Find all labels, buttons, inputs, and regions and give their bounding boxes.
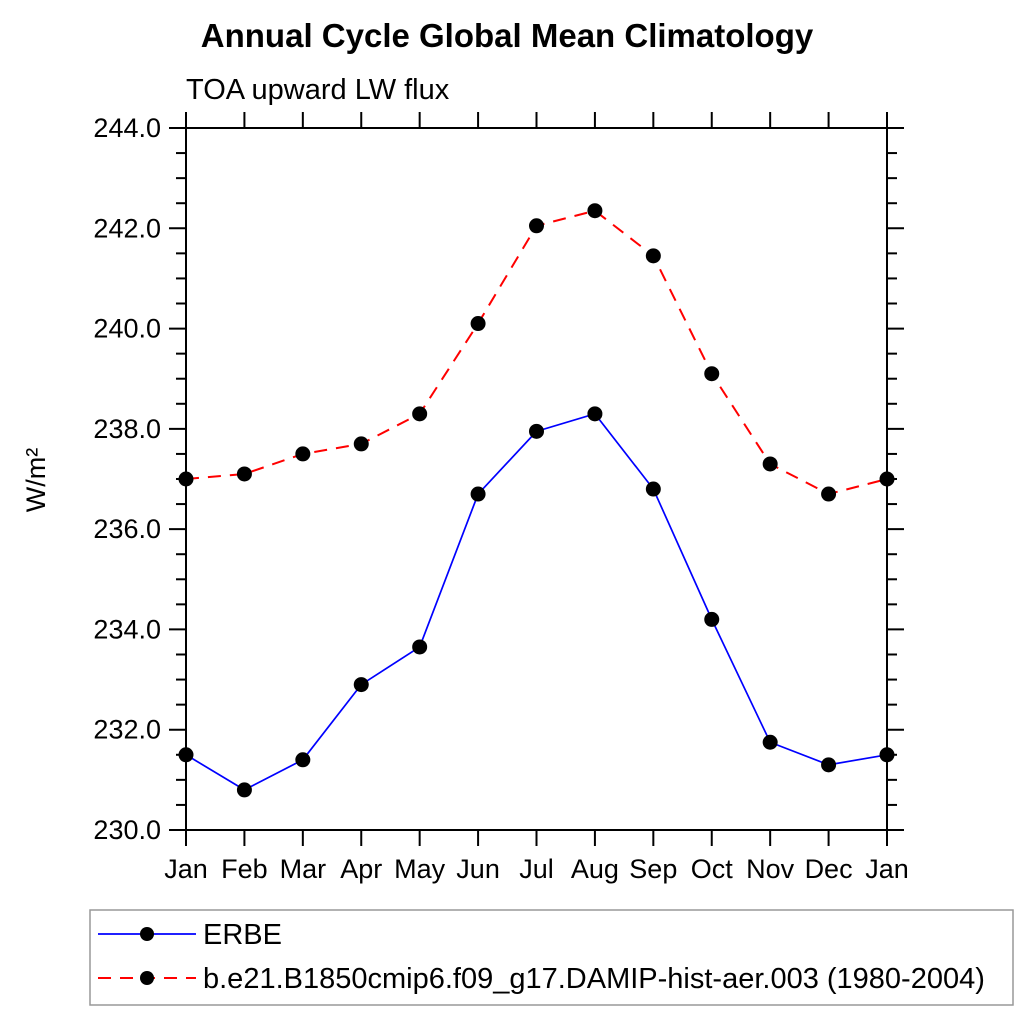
x-tick-label: Sep: [629, 854, 677, 884]
x-tick-label: Oct: [691, 854, 734, 884]
data-point-marker: [295, 446, 311, 462]
legend-label: b.e21.B1850cmip6.f09_g17.DAMIP-hist-aer.…: [203, 963, 985, 995]
plot-frame: [185, 127, 888, 831]
data-point-marker: [529, 218, 544, 234]
data-point-marker: [587, 406, 603, 422]
data-point-marker: [295, 752, 311, 768]
x-tick-label: Aug: [571, 854, 619, 884]
x-tick-label: Jul: [519, 854, 554, 884]
x-tick-label: Mar: [280, 854, 327, 884]
x-tick-label: Jun: [456, 854, 500, 884]
data-point-marker: [529, 423, 544, 439]
chart-title: Annual Cycle Global Mean Climatology: [201, 17, 814, 54]
y-tick-label: 244.0: [93, 113, 161, 143]
y-tick-label: 236.0: [93, 514, 161, 544]
y-tick-label: 230.0: [93, 815, 161, 845]
data-point-marker: [470, 316, 486, 332]
chart-subtitle: TOA upward LW flux: [186, 74, 450, 106]
x-tick-label: Apr: [340, 854, 382, 884]
data-point-marker: [879, 747, 895, 763]
data-series: [178, 203, 895, 798]
data-point-marker: [236, 466, 252, 482]
data-point-marker: [704, 366, 720, 382]
x-tick-label: May: [394, 854, 446, 884]
data-point-marker: [353, 677, 369, 693]
legend: ERBE b.e21.B1850cmip6.f09_g17.DAMIP-hist-…: [89, 909, 1014, 1006]
data-point-marker: [412, 639, 428, 655]
legend-marker: [140, 927, 154, 941]
y-tick-label: 232.0: [93, 715, 161, 745]
data-point-marker: [762, 734, 778, 750]
x-tick-label: Jan: [164, 854, 208, 884]
data-point-marker: [821, 486, 837, 502]
data-point-marker: [587, 203, 603, 219]
x-tick-label: Jan: [865, 854, 909, 884]
x-tick-label: Feb: [221, 854, 268, 884]
data-point-marker: [704, 611, 720, 627]
data-point-marker: [821, 757, 837, 773]
y-tick-label: 234.0: [93, 614, 161, 644]
data-point-marker: [178, 471, 194, 487]
data-point-marker: [236, 782, 252, 798]
data-point-marker: [645, 248, 661, 264]
y-tick-label: 242.0: [93, 213, 161, 243]
data-point-marker: [412, 406, 428, 422]
legend-label: ERBE: [203, 919, 282, 951]
y-axis-label: W/m²: [21, 448, 51, 512]
x-tick-label: Nov: [746, 854, 795, 884]
axes: Jan Feb Mar Apr May Jun Jul Aug Sep Oct Nov Dec Jan2…: [93, 112, 909, 884]
x-tick-label: Dec: [805, 854, 853, 884]
series-line-erbe: [185, 412, 888, 791]
y-tick-label: 240.0: [93, 314, 161, 344]
series-line-model: [185, 209, 888, 496]
data-point-marker: [645, 481, 661, 497]
legend-box: [89, 909, 1014, 1006]
data-point-marker: [353, 436, 369, 452]
data-point-marker: [470, 486, 486, 502]
data-point-marker: [879, 471, 895, 487]
data-point-marker: [762, 456, 778, 472]
y-tick-label: 238.0: [93, 414, 161, 444]
data-point-marker: [178, 747, 194, 763]
legend-marker: [140, 971, 154, 985]
